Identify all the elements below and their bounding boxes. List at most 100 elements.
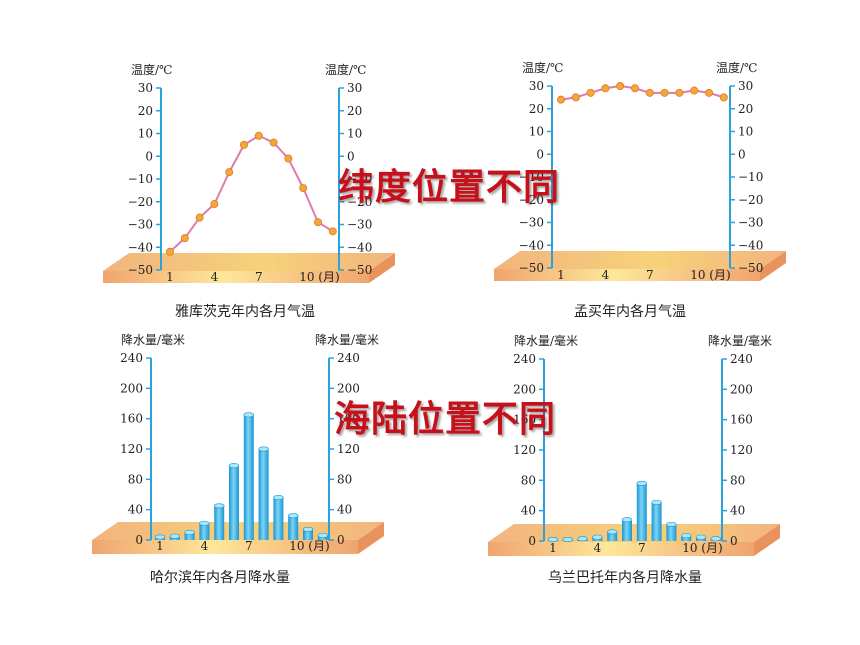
bar-cap-month-10 [287,513,299,519]
y-tick-label-left: −50 [519,261,544,275]
x-tick-label: 4 [201,539,209,553]
bar-month-11 [303,529,313,540]
data-point-month-5 [225,168,234,177]
y-tick-label-right: 0 [730,534,738,548]
y-tick-label-left: 80 [521,473,536,487]
bar-month-5 [607,531,618,541]
bar-cap-month-10 [680,533,692,539]
chart-1: −50 −50 −40 −40 −30 −30 −20 −20 −10 −10 0 0 10 10 20 20… [103,62,395,320]
x-tick-label: 10 (月) [690,268,730,282]
base-slab-side [369,253,395,283]
bar-cap-month-9 [273,495,284,501]
bar-month-4 [199,523,210,540]
bar-month-10 [288,515,299,540]
data-point-month-4 [601,84,610,93]
x-tick-label: 7 [638,541,646,555]
x-tick-label: 10 (月) [682,541,722,555]
y-tick-label-right: 40 [337,503,352,517]
data-point-month-3 [195,213,204,222]
y-tick-label-left: 120 [513,443,536,457]
chart-title: 乌兰巴托年内各月降水量 [548,570,702,586]
y-tick-label-right: 0 [347,149,355,163]
bar-cap-month-2 [562,536,574,542]
bar-month-7 [636,483,647,541]
bar-cap-month-8 [258,446,269,452]
y-tick-label-left: 10 [529,125,544,139]
x-tick-label: 4 [594,541,602,555]
y-tick-label-left: −30 [128,218,153,232]
bar-month-9 [273,497,284,540]
y-tick-label-right: −10 [347,172,372,186]
data-point-month-9 [675,88,684,97]
y-tick-label-left: −20 [519,193,544,207]
bar-cap-month-6 [228,463,240,469]
y-tick-label-right: 40 [730,504,745,518]
y-tick-label-right: −40 [738,238,763,252]
x-tick-label: 1 [156,539,164,553]
y-tick-label-left: 120 [120,442,143,456]
data-point-month-7 [645,88,654,97]
y-tick-label-right: −20 [347,195,372,209]
temperature-line [560,84,725,101]
chart-3: 0 0 40 40 80 80 120 120 160 160 200 200 240 240 降水量/毫米… [92,332,384,586]
bar-cap-month-1 [154,534,166,540]
y-tick-label-left: 0 [135,533,143,547]
x-tick-label: 10 (月) [299,270,339,284]
data-point-month-1 [165,247,174,256]
bar-cap-month-4 [592,534,603,540]
base-slab-front [488,542,754,556]
base-slab-side [760,251,786,281]
data-point-month-11 [705,88,714,97]
bar-cap-month-7 [636,480,648,486]
y-tick-label-right: 0 [738,147,746,161]
y-tick-label-right: 10 [347,127,362,141]
y-tick-label-right: 160 [337,412,360,426]
y-axis-title-left: 降水量/毫米 [514,333,578,348]
data-point-month-12 [328,227,337,236]
y-tick-label-left: −40 [128,240,153,254]
y-tick-label-left: 0 [528,534,536,548]
latitude-overlay-text: 纬度位置不同 [338,167,561,208]
bar-cap-month-8 [651,499,662,505]
bar-cap-month-6 [621,517,633,523]
y-tick-label-right: 80 [337,472,352,486]
y-tick-label-left: 160 [513,413,536,427]
bar-month-7 [243,414,254,540]
y-tick-label-right: 10 [738,125,753,139]
base-slab-top [103,253,395,271]
y-tick-label-left: 40 [521,504,536,518]
data-point-month-3 [586,88,595,97]
chart-2: −50 −50 −40 −40 −30 −30 −20 −20 −10 −10 0 0 10 10 20 20… [494,60,786,320]
x-tick-label: 1 [166,270,174,284]
y-tick-label-right: −40 [347,240,372,254]
y-tick-label-left: 80 [128,472,143,486]
base-slab-side [358,522,384,554]
bar-month-5 [214,505,225,540]
data-point-month-10 [299,184,308,193]
data-point-month-6 [239,140,248,149]
y-tick-label-left: −10 [128,172,153,186]
y-tick-label-right: −50 [738,261,763,275]
base-slab-side [754,524,780,556]
y-tick-label-right: 240 [730,352,753,366]
temperature-line [169,134,334,253]
x-tick-label: 4 [602,268,610,282]
data-point-month-7 [254,131,263,140]
bar-cap-month-5 [606,529,618,535]
chart-4: 0 0 40 40 80 80 120 120 160 160 200 200 240 240 降水量/毫米… [488,333,780,586]
y-axis-title-right: 温度/℃ [325,62,366,77]
y-tick-label-right: 240 [337,351,360,365]
bar-month-6 [622,519,632,541]
y-tick-label-right: 0 [337,533,345,547]
y-tick-label-right: 20 [347,104,362,118]
data-point-month-8 [660,88,669,97]
y-tick-label-right: −30 [347,218,372,232]
base-slab-top [494,251,786,269]
bar-cap-month-4 [199,520,210,526]
y-tick-label-left: 240 [513,352,536,366]
bar-cap-month-1 [547,536,559,542]
y-tick-label-left: 200 [120,381,143,395]
y-tick-label-right: 120 [730,443,753,457]
data-point-month-2 [571,93,580,102]
sea-land-overlay-text: 海陆位置不同 [334,399,557,440]
